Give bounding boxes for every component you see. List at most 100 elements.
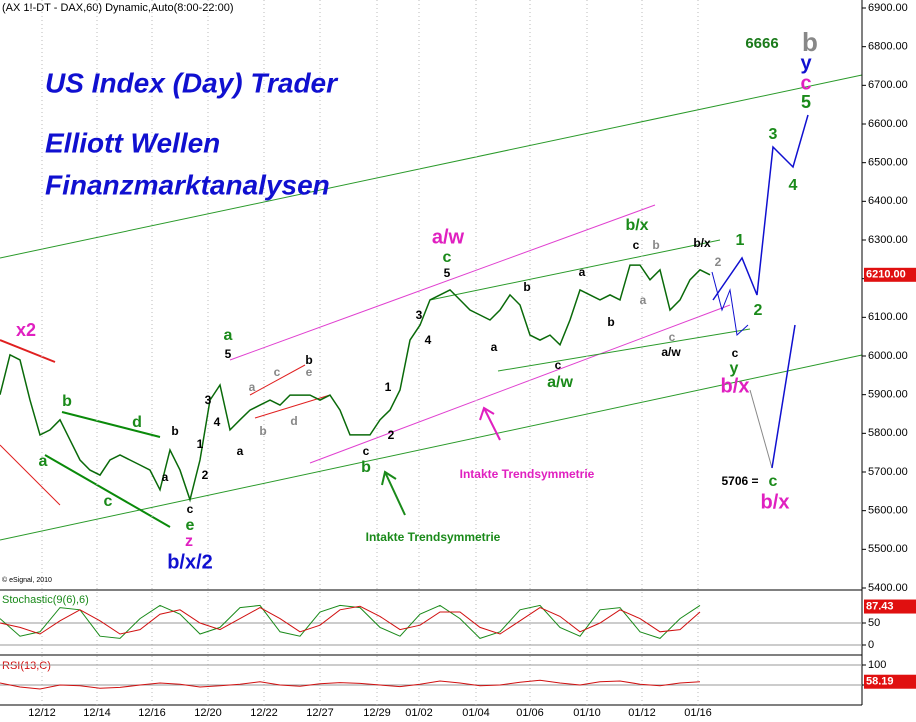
annotation: US Index (Day) Trader (45, 67, 339, 98)
annotation: Elliott Wellen (45, 127, 220, 158)
annotation: Finanzmarktanalysen (45, 169, 330, 200)
annotation: x2 (16, 320, 36, 340)
last-value-box (864, 267, 916, 282)
trendline (229, 204, 656, 361)
x-tick-label: 12/27 (306, 707, 334, 719)
x-tick-label: 12/14 (83, 707, 111, 719)
annotation: Intakte Trendsymmetrie (460, 467, 595, 481)
annotation: 4 (789, 177, 798, 194)
projection (712, 114, 809, 301)
annotation: b (305, 353, 312, 367)
trendlines (0, 74, 863, 541)
annotation: b (62, 393, 72, 410)
annotation: a (249, 380, 256, 394)
annotation: 1 (197, 437, 204, 451)
annotation: a (579, 265, 586, 279)
annotation: e (306, 365, 313, 379)
trendline (0, 74, 863, 259)
annotation: b/x (693, 236, 711, 250)
y-tick-label: 5900.00 (868, 389, 908, 401)
arrow (384, 471, 406, 516)
y-tick-label: 5500.00 (868, 543, 908, 555)
y-tick-label: 6800.00 (868, 41, 908, 53)
annotation: 1 (385, 380, 392, 394)
annotation: 6666 (745, 35, 778, 52)
annotation: 5 (225, 347, 232, 361)
annotation: c (363, 444, 370, 458)
annotation: b (361, 459, 371, 476)
last-value-box (864, 599, 916, 614)
annotation: a/w (547, 374, 573, 391)
y-tick-label: 6500.00 (868, 157, 908, 169)
arrow-head (381, 470, 397, 486)
y-tick-label: 6000.00 (868, 350, 908, 362)
annotation: 5 (801, 92, 811, 112)
x-tick-label: 01/16 (684, 707, 712, 719)
series-line (0, 679, 701, 690)
trendline (429, 239, 721, 301)
series-line (0, 264, 711, 503)
annotation: z (185, 533, 193, 550)
y-tick-label: 6700.00 (868, 79, 908, 91)
annotation: 2 (754, 302, 763, 319)
last-value-label: 87.43 (866, 600, 894, 612)
x-tick-label: 12/16 (138, 707, 166, 719)
annotation: 5706 = (721, 474, 758, 488)
annotation: 3 (205, 393, 212, 407)
y-tick-label: 50 (868, 617, 880, 629)
x-tick-label: 01/12 (628, 707, 656, 719)
annotation: c (555, 358, 562, 372)
annotation: 4 (425, 333, 432, 347)
y-tick-label: 5600.00 (868, 505, 908, 517)
y-tick-label: 6100.00 (868, 311, 908, 323)
panel-title: Stochastic(9(6),6) (2, 594, 89, 606)
annotation: a/w (661, 345, 681, 359)
last-value-label: 6210.00 (866, 269, 906, 281)
annotation: b (523, 280, 530, 294)
x-tick-label: 01/04 (462, 707, 490, 719)
annotation: a (237, 444, 244, 458)
annotation: b (802, 27, 818, 57)
annotation: e (186, 517, 195, 534)
arrow (483, 407, 501, 441)
annotation: d (132, 414, 142, 431)
annotation: c (669, 330, 676, 344)
x-tick-label: 01/06 (516, 707, 544, 719)
annotation: c (800, 72, 811, 94)
projection (771, 324, 796, 469)
annotation: c (274, 365, 281, 379)
projection (749, 389, 773, 469)
y-tick-label: 100 (868, 659, 886, 671)
x-tick-label: 12/12 (28, 707, 56, 719)
annotation: b/x/2 (167, 551, 213, 573)
annotation: b (652, 238, 659, 252)
annotation: 5 (444, 266, 451, 280)
annotation: b (259, 424, 266, 438)
trendline (497, 328, 751, 372)
projection (711, 271, 749, 336)
chart-title: (AX 1!-DT - DAX,60) Dynamic,Auto(8:00-22… (2, 2, 234, 14)
x-tick-label: 01/02 (405, 707, 433, 719)
annotation: c (187, 502, 194, 516)
annotation: a (640, 293, 647, 307)
annotation: b/x (721, 375, 750, 397)
x-tick-label: 12/20 (194, 707, 222, 719)
annotation: c (104, 493, 113, 510)
y-tick-label: 6600.00 (868, 118, 908, 130)
y-tick-label: 5400.00 (868, 582, 908, 594)
annotation: 2 (202, 468, 209, 482)
y-tick-label: 6300.00 (868, 234, 908, 246)
annotation: b (171, 424, 178, 438)
annotation: 3 (416, 308, 423, 322)
annotation: 1 (736, 232, 745, 249)
annotation: Intakte Trendsymmetrie (366, 530, 501, 544)
series-line (0, 605, 701, 635)
trendline (249, 364, 306, 396)
annotation: a/w (432, 226, 465, 248)
panel-title: RSI(13,C) (2, 660, 51, 672)
annotation: 2 (388, 428, 395, 442)
arrow-head (479, 406, 495, 421)
annotation: a (162, 470, 169, 484)
